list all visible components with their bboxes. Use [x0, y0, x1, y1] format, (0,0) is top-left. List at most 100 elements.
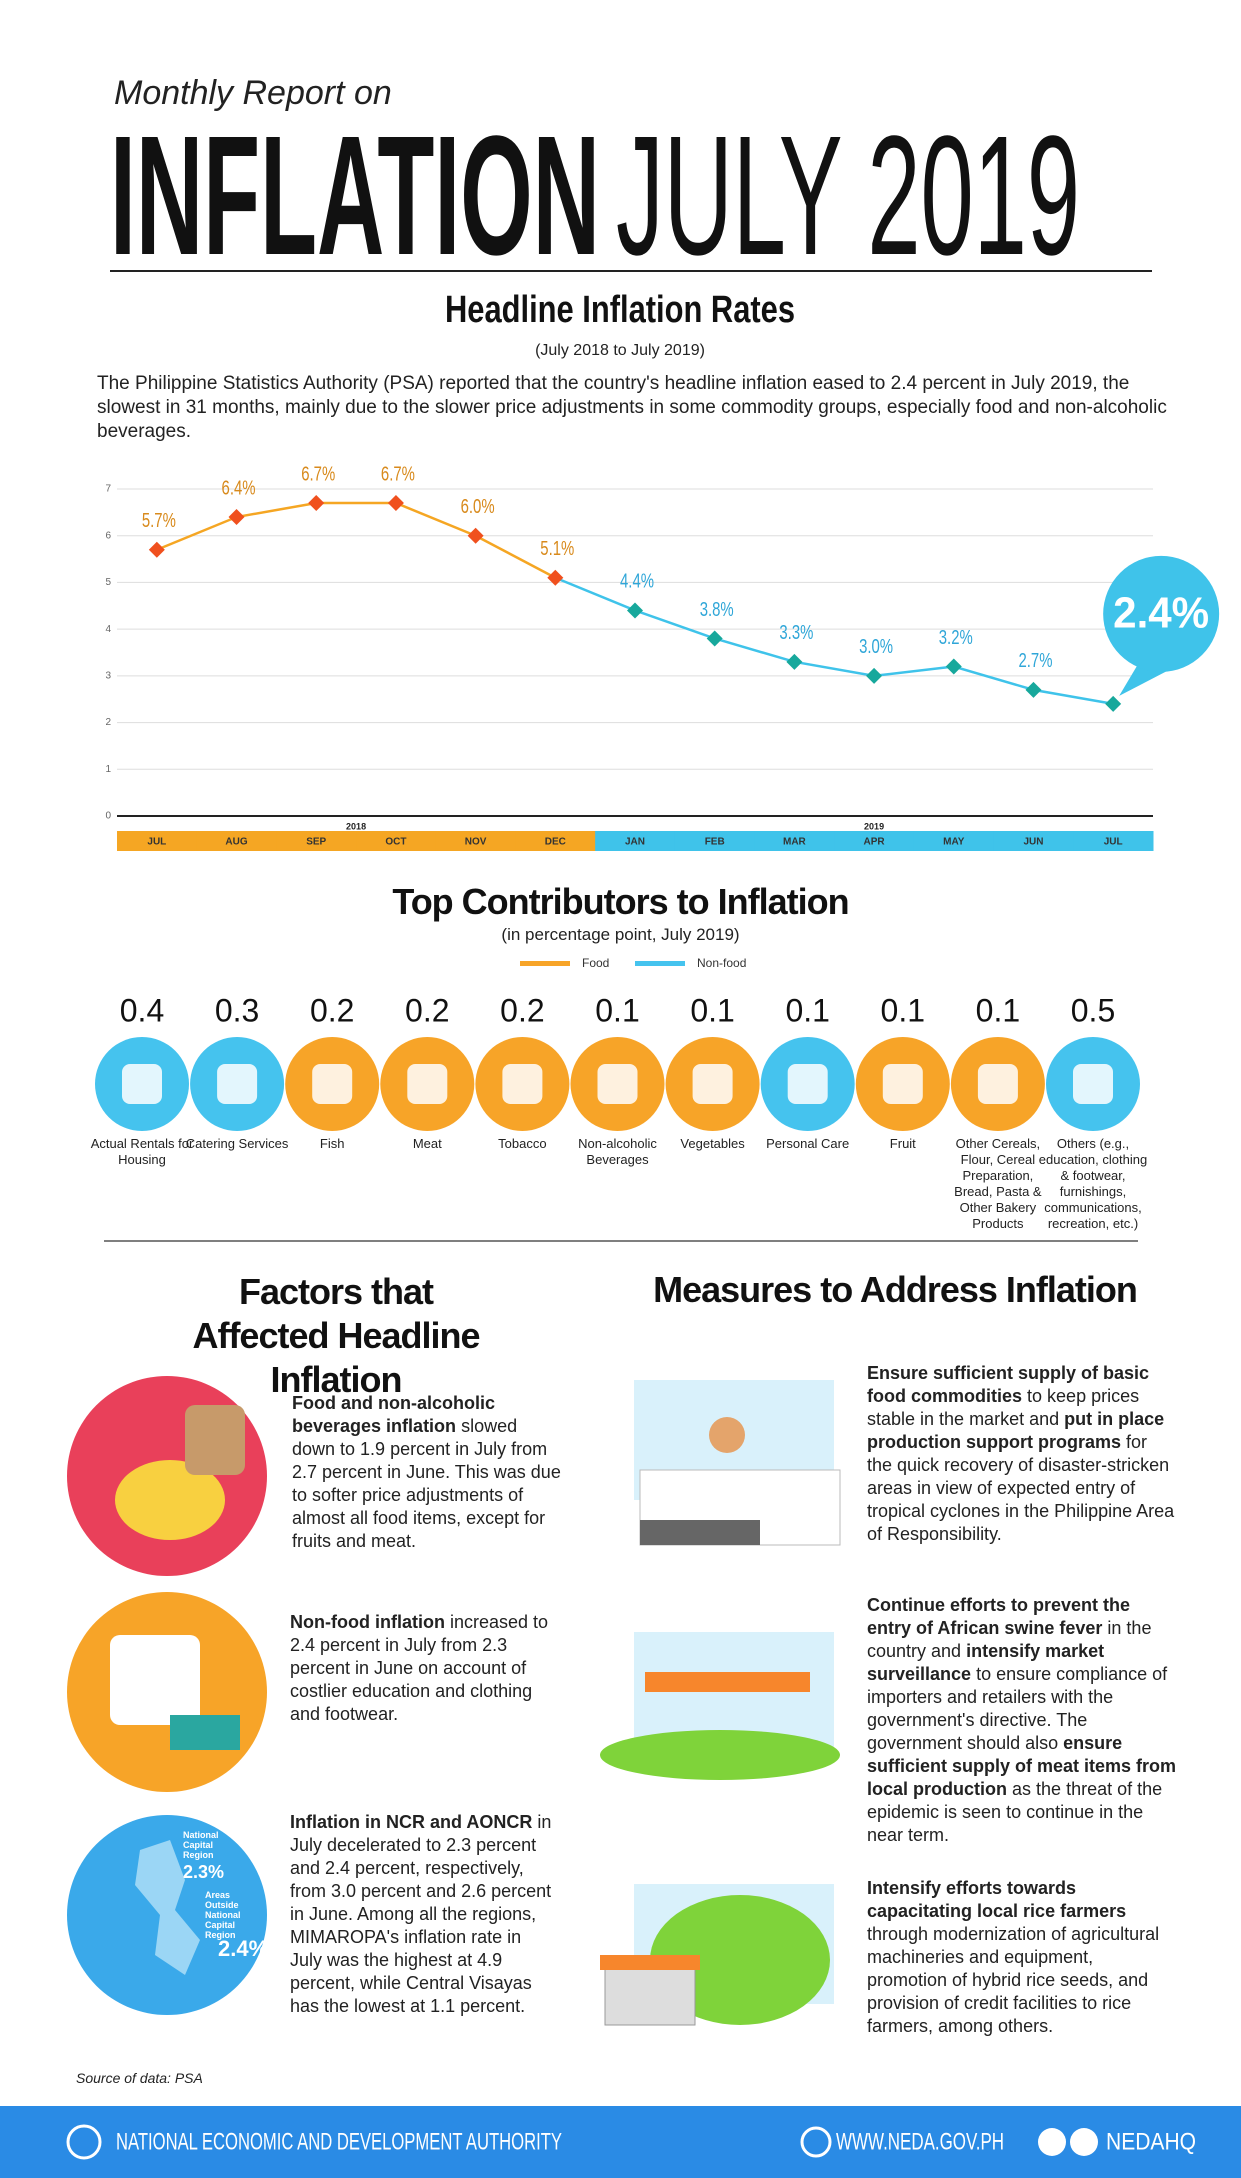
point [228, 509, 245, 526]
y-tick-label: 3 [105, 670, 111, 681]
map-value: 2.3% [183, 1862, 225, 1882]
measures-title: Measures to Address Inflation [653, 1269, 1138, 1310]
point [148, 541, 165, 558]
x-tick-label: MAR [783, 837, 807, 848]
chart-subtitle: (July 2018 to July 2019) [535, 342, 705, 359]
icon-shape [312, 1064, 353, 1104]
y-tick-label: 4 [105, 624, 111, 635]
social-handle[interactable]: NEDAHQ [1106, 2128, 1196, 2155]
map-value: 2.4% [218, 1936, 269, 1961]
kicker: Monthly Report on [114, 74, 392, 112]
point [547, 569, 564, 586]
point [945, 658, 962, 675]
measure-text: Ensure sufficient supply of basic food c… [867, 1362, 1177, 1546]
measure-body: to ensure compliance of importers and re… [867, 1664, 1168, 1753]
x-tick-label: JUN [1023, 837, 1043, 848]
globe-icon [800, 2126, 832, 2158]
x-tick-label: JUL [147, 837, 166, 848]
measure-lead: ensure sufficient supply of meat items f… [867, 1733, 1177, 1799]
value-label: 3.0% [859, 636, 893, 658]
x-tick-label: NOV [465, 837, 487, 848]
category-band [993, 831, 1074, 851]
contributor-label: Non-alcoholic Beverages [578, 1136, 657, 1167]
x-tick-label: APR [864, 837, 886, 848]
value-label: 4.4% [620, 571, 654, 593]
point [706, 630, 723, 647]
x-tick-label: JUL [1104, 837, 1123, 848]
food-illustration [115, 1460, 225, 1540]
category-band [117, 831, 198, 851]
year-label: 2018 [346, 821, 366, 831]
value-label: 6.4% [222, 477, 256, 499]
facebook-icon[interactable] [1070, 2128, 1098, 2156]
point [786, 653, 803, 670]
x-tick-label: OCT [385, 837, 406, 848]
factors-title: Factors that Affected Headline Inflation [192, 1271, 480, 1400]
measure-body: through modernization of agricultural ma… [867, 1924, 1160, 2036]
contributor-value: 0.2 [310, 992, 354, 1028]
measure-body: for the quick recovery of disaster-stric… [867, 1432, 1175, 1544]
contributor-label: Fruit [889, 1136, 916, 1151]
x-tick-label: SEP [306, 837, 326, 848]
factor-text: Non-food inflation increased to 2.4 perc… [290, 1611, 565, 1726]
contributor-label: Vegetables [680, 1136, 745, 1151]
y-tick-label: 7 [105, 484, 111, 495]
point [866, 667, 883, 684]
measure-lead: Intensify efforts towards capacitating l… [867, 1878, 1127, 1921]
category-band [913, 831, 995, 851]
icon-shape [597, 1064, 638, 1104]
contributor-label: Actual Rentals for Housing [90, 1136, 194, 1167]
point [387, 495, 404, 512]
point [308, 495, 325, 512]
icon-shape [407, 1064, 448, 1104]
factor-lead: Inflation in NCR and AONCR [290, 1812, 533, 1832]
agency-name: NATIONAL ECONOMIC AND DEVELOPMENT AUTHOR… [116, 2128, 562, 2155]
category-band [754, 831, 835, 851]
farm-illustration [600, 1730, 840, 1780]
value-label: 3.2% [939, 627, 973, 649]
x-tick-label: DEC [545, 837, 566, 848]
contributor-value: 0.2 [500, 992, 544, 1028]
point [1105, 695, 1122, 712]
x-tick-label: MAY [943, 837, 965, 848]
contributor-value: 0.1 [976, 992, 1020, 1028]
legend-label: Food [582, 956, 609, 970]
market-illustration [640, 1520, 760, 1545]
contributor-value: 0.2 [405, 992, 449, 1028]
contributor-label: Personal Care [766, 1136, 850, 1151]
website[interactable]: WWW.NEDA.GOV.PH [836, 2128, 1004, 2155]
x-tick-label: AUG [225, 837, 247, 848]
line [554, 576, 1114, 706]
contributor-value: 0.4 [120, 992, 164, 1028]
contributor-label: Tobacco [498, 1136, 547, 1151]
title-light: JULY 2019 [616, 101, 1080, 291]
map-illustration [135, 1840, 200, 1975]
contributor-value: 0.1 [881, 992, 925, 1028]
factor-lead: Food and non-alcoholic beverages inflati… [292, 1393, 495, 1436]
category-band [356, 831, 437, 851]
value-label: 2.4% [1113, 589, 1209, 638]
category-band [1073, 831, 1154, 851]
measure-body: as the threat of the epidemic is seen to… [867, 1779, 1163, 1845]
value-label: 3.8% [700, 599, 734, 621]
contributor-label: Meat [412, 1136, 442, 1151]
icon-shape [977, 1064, 1018, 1104]
map-label: National Capital Region [183, 1830, 219, 1860]
x-tick-label: JAN [625, 837, 645, 848]
line [156, 501, 556, 579]
market-illustration [709, 1417, 745, 1453]
category-band [834, 831, 915, 851]
map-label: Areas Outside National Capital Region [205, 1890, 241, 1940]
contributor-value: 0.1 [690, 992, 734, 1028]
nonfood-illustration [110, 1635, 200, 1725]
contributor-value: 0.5 [1071, 992, 1115, 1028]
y-tick-label: 5 [105, 577, 111, 588]
value-label: 6.7% [301, 463, 335, 485]
measure-lead: Ensure sufficient supply of basic food c… [867, 1363, 1150, 1406]
twitter-icon[interactable] [1038, 2128, 1066, 2156]
value-label: 6.7% [381, 463, 415, 485]
icon-shape [882, 1064, 923, 1104]
contributor-label: Fish [319, 1136, 345, 1151]
y-tick-label: 1 [105, 764, 111, 775]
